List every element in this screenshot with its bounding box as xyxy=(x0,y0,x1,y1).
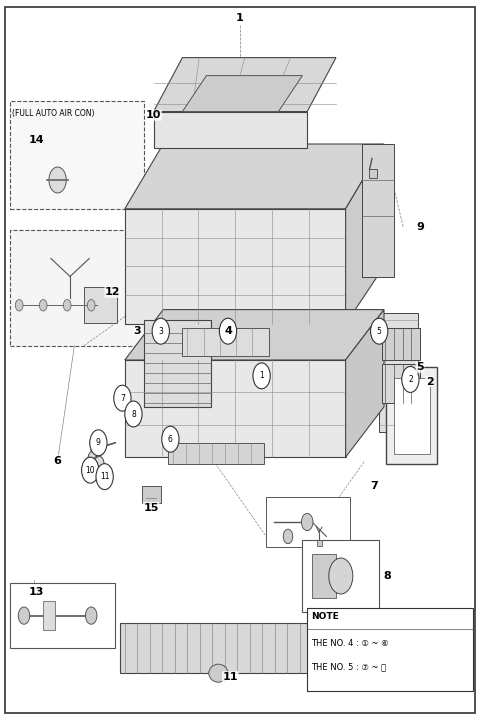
Bar xyxy=(10,101,144,209)
Text: THE NO. 4 : ① ~ ⑥: THE NO. 4 : ① ~ ⑥ xyxy=(311,639,389,648)
Circle shape xyxy=(82,457,99,483)
Text: 3: 3 xyxy=(133,326,141,336)
Text: 1: 1 xyxy=(259,372,264,380)
Text: 11: 11 xyxy=(223,672,238,682)
Bar xyxy=(84,287,117,323)
Bar xyxy=(10,583,115,648)
Circle shape xyxy=(219,318,237,344)
Circle shape xyxy=(39,300,47,311)
Text: 4: 4 xyxy=(226,327,230,336)
Polygon shape xyxy=(144,320,211,407)
Polygon shape xyxy=(382,364,420,403)
Ellipse shape xyxy=(209,664,228,683)
Circle shape xyxy=(162,426,179,452)
Bar xyxy=(386,367,437,464)
Polygon shape xyxy=(182,328,269,356)
Text: NOTE: NOTE xyxy=(311,612,339,621)
Text: 13: 13 xyxy=(29,587,44,597)
Polygon shape xyxy=(346,310,384,457)
Text: 2: 2 xyxy=(426,377,433,387)
Text: 9: 9 xyxy=(96,438,101,447)
Polygon shape xyxy=(125,209,346,324)
Polygon shape xyxy=(154,112,307,148)
Polygon shape xyxy=(154,58,336,112)
Bar xyxy=(394,378,430,454)
Circle shape xyxy=(63,300,71,311)
Bar xyxy=(312,554,336,598)
Text: 4: 4 xyxy=(224,326,232,336)
Bar xyxy=(43,601,55,630)
Text: 9: 9 xyxy=(416,222,424,232)
Circle shape xyxy=(283,529,293,544)
Polygon shape xyxy=(346,144,384,324)
Circle shape xyxy=(15,300,23,311)
Text: 7: 7 xyxy=(371,481,378,491)
Circle shape xyxy=(114,385,131,411)
Circle shape xyxy=(125,401,142,427)
Text: 5: 5 xyxy=(416,362,424,372)
Circle shape xyxy=(49,167,66,193)
Text: 1: 1 xyxy=(236,13,244,23)
Bar xyxy=(302,540,379,612)
Circle shape xyxy=(96,464,113,490)
Bar xyxy=(317,540,322,546)
Text: 11: 11 xyxy=(100,472,109,481)
Circle shape xyxy=(87,300,95,311)
Circle shape xyxy=(88,451,99,468)
Circle shape xyxy=(90,434,102,451)
Circle shape xyxy=(93,456,104,473)
Circle shape xyxy=(85,607,97,624)
Text: (FULL AUTO AIR CON): (FULL AUTO AIR CON) xyxy=(12,109,95,119)
Text: 10: 10 xyxy=(85,466,95,474)
Polygon shape xyxy=(362,144,394,277)
Text: 5: 5 xyxy=(377,327,382,336)
Circle shape xyxy=(301,513,313,531)
Circle shape xyxy=(371,318,388,344)
Polygon shape xyxy=(125,310,384,360)
Circle shape xyxy=(253,363,270,389)
Circle shape xyxy=(90,430,107,456)
Text: 14: 14 xyxy=(28,135,44,145)
Bar xyxy=(10,230,144,346)
Circle shape xyxy=(18,607,30,624)
Text: 2: 2 xyxy=(408,375,413,384)
Polygon shape xyxy=(125,360,346,457)
Polygon shape xyxy=(379,313,418,432)
Text: 3: 3 xyxy=(158,327,163,336)
Text: 12: 12 xyxy=(105,287,120,297)
Polygon shape xyxy=(142,486,161,503)
Circle shape xyxy=(152,318,169,344)
Text: 8: 8 xyxy=(383,571,391,581)
Polygon shape xyxy=(125,144,384,209)
Text: 10: 10 xyxy=(146,110,161,120)
Text: 15: 15 xyxy=(144,503,159,513)
Circle shape xyxy=(402,366,419,392)
Text: THE NO. 5 : ⑦ ~ ⑪: THE NO. 5 : ⑦ ~ ⑪ xyxy=(311,662,386,671)
Text: 6: 6 xyxy=(54,456,61,466)
Polygon shape xyxy=(168,443,264,464)
Polygon shape xyxy=(120,623,317,673)
Polygon shape xyxy=(182,76,302,112)
Bar xyxy=(307,608,473,691)
Text: 8: 8 xyxy=(131,410,136,418)
Polygon shape xyxy=(266,497,350,547)
Bar xyxy=(369,169,377,178)
Circle shape xyxy=(329,558,353,594)
Text: 6: 6 xyxy=(168,435,173,444)
Polygon shape xyxy=(382,328,420,360)
Text: 7: 7 xyxy=(120,394,125,402)
